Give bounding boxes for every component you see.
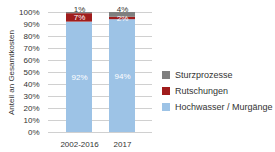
svg-text:90%: 90% bbox=[23, 20, 39, 29]
svg-text:40%: 40% bbox=[23, 80, 39, 89]
svg-text:Anteil an Gesamtkosten: Anteil an Gesamtkosten bbox=[7, 30, 16, 115]
html-text:Sturzprozesse: Sturzprozesse bbox=[175, 70, 233, 80]
svg-text:2017: 2017 bbox=[114, 140, 132, 149]
html-text:Rutschungen: Rutschungen bbox=[175, 86, 228, 96]
svg-text:80%: 80% bbox=[23, 32, 39, 41]
svg-text:100%: 100% bbox=[19, 8, 39, 17]
svg-text:30%: 30% bbox=[23, 92, 39, 101]
svg-text:7%: 7% bbox=[74, 13, 86, 22]
svg-text:92%: 92% bbox=[71, 73, 87, 82]
svg-text:60%: 60% bbox=[23, 56, 39, 65]
svg-text:0%: 0% bbox=[28, 128, 40, 137]
svg-text:2%: 2% bbox=[117, 14, 129, 23]
svg-text:4%: 4% bbox=[117, 5, 129, 14]
html-text:Hochwasser / Murgänge: Hochwasser / Murgänge bbox=[175, 102, 273, 112]
svg-text:50%: 50% bbox=[23, 68, 39, 77]
svg-text:10%: 10% bbox=[23, 116, 39, 125]
svg-text:1%: 1% bbox=[74, 5, 86, 14]
svg-text:70%: 70% bbox=[23, 44, 39, 53]
svg-text:94%: 94% bbox=[114, 72, 130, 81]
svg-text:2002-2016: 2002-2016 bbox=[60, 140, 99, 149]
svg-text:20%: 20% bbox=[23, 104, 39, 113]
